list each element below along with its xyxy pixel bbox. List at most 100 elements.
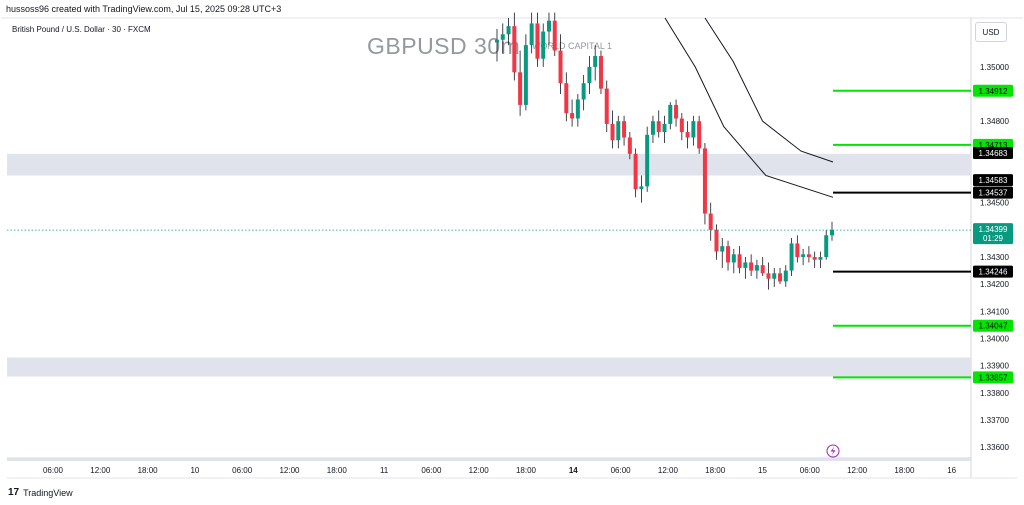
- level-tag-6: [973, 319, 1013, 332]
- candle-body: [818, 257, 823, 260]
- level-label-1: 1.34713: [979, 141, 1008, 150]
- tradingview-logo-icon: 17: [8, 487, 20, 498]
- candle-body: [518, 72, 523, 105]
- level-label-6: 1.34047: [979, 322, 1008, 331]
- candle-body: [622, 121, 627, 138]
- zones-layer: [7, 153, 971, 377]
- candle-body: [523, 45, 528, 105]
- currency-button[interactable]: USD: [975, 22, 1007, 42]
- level-tag-4: [973, 186, 1013, 199]
- price-axis: 1.35000 1.34800 1.34500 1.34300 1.34200 1.341…: [980, 63, 1009, 452]
- chart-header-text: hussoss96 created with TradingView.com, …: [6, 4, 282, 14]
- candle-body: [564, 83, 569, 114]
- price-tick-1: 1.34800: [980, 117, 1009, 126]
- candle-body: [587, 66, 592, 84]
- candle-body: [668, 104, 673, 124]
- level-label-5: 1.34246: [979, 268, 1008, 277]
- footer-brand[interactable]: 17 TradingView: [8, 487, 73, 498]
- time-tick-16: 06:00: [800, 466, 821, 475]
- time-tick-18: 18:00: [894, 466, 915, 475]
- candle-body: [558, 50, 563, 84]
- candle-body: [708, 213, 713, 230]
- candle-body: [812, 257, 817, 260]
- candle-body: [702, 148, 707, 214]
- candle-body: [506, 26, 511, 35]
- level-label-0: 1.34912: [979, 87, 1008, 96]
- level-tag-5: [973, 265, 1013, 278]
- candle-body: [691, 121, 696, 138]
- level-label-3: 1.34583: [979, 176, 1008, 185]
- level-tag-0: [973, 84, 1013, 97]
- time-tick-7: 11: [380, 466, 389, 475]
- time-tick-8: 06:00: [421, 466, 442, 475]
- candle-body: [604, 88, 609, 124]
- time-tick-12: 06:00: [611, 466, 632, 475]
- candle-body: [783, 270, 788, 282]
- level-tag-7: [973, 371, 1013, 384]
- candle-body: [541, 31, 546, 59]
- zone-1: [7, 357, 971, 377]
- price-tick-2: 1.34500: [980, 199, 1009, 208]
- candle-body: [610, 123, 615, 141]
- candle-body: [726, 246, 731, 263]
- time-axis: 06:00 12:00 18:00 10 06:00 12:00 18:00 11 06:00 1…: [43, 466, 957, 475]
- candle-body: [674, 104, 679, 119]
- candles-layer: [495, 12, 834, 290]
- zone-0: [7, 153, 971, 176]
- candle-body: [627, 137, 632, 154]
- candle-body: [685, 132, 690, 138]
- candle-body: [714, 229, 719, 252]
- candle-body: [616, 121, 621, 141]
- price-tick-3: 1.34300: [980, 253, 1009, 262]
- candle-body: [650, 121, 655, 135]
- level-tag-2: [973, 146, 1013, 159]
- watermark-author: WORLD CAPITAL 1: [532, 41, 613, 51]
- price-tick-0: 1.35000: [980, 63, 1009, 72]
- candle-body: [789, 243, 794, 271]
- candle-body: [754, 265, 759, 271]
- candle-body: [737, 254, 742, 268]
- candle-body: [778, 273, 783, 282]
- candle-body: [772, 273, 777, 279]
- footer-brand-label: TradingView: [23, 487, 73, 498]
- candle-body: [639, 186, 644, 190]
- candle-body: [593, 56, 598, 67]
- current-price-tag: [973, 223, 1013, 245]
- candle-body: [529, 23, 534, 46]
- time-tick-5: 12:00: [279, 466, 300, 475]
- time-tick-19: 16: [947, 466, 956, 475]
- time-tick-2: 18:00: [138, 466, 159, 475]
- time-tick-13: 12:00: [658, 466, 679, 475]
- level-label-7: 1.33857: [979, 373, 1008, 382]
- scrollbar[interactable]: [7, 458, 971, 461]
- time-tick-1: 12:00: [90, 466, 111, 475]
- level-label-2: 1.34683: [979, 149, 1008, 158]
- candle-body: [749, 262, 754, 271]
- time-tick-17: 12:00: [847, 466, 868, 475]
- time-tick-11: 14: [569, 466, 578, 475]
- time-tick-14: 18:00: [705, 466, 726, 475]
- trend-line-0: [664, 17, 834, 198]
- candle-body: [633, 153, 638, 190]
- candle-body: [575, 99, 580, 119]
- candle-body: [500, 34, 505, 40]
- candle-body: [495, 39, 499, 43]
- candle-body: [731, 254, 736, 263]
- candle-body: [760, 265, 765, 274]
- candle-body: [766, 273, 771, 279]
- price-tick-8: 1.33800: [980, 389, 1009, 398]
- price-tick-4: 1.34200: [980, 280, 1009, 289]
- time-tick-4: 06:00: [232, 466, 253, 475]
- candle-countdown: 01:29: [983, 234, 1004, 243]
- candle-body: [824, 235, 829, 258]
- candle-body: [645, 134, 650, 187]
- candle-body: [830, 229, 834, 236]
- lightning-icon[interactable]: [826, 444, 840, 458]
- level-tag-3: [973, 174, 1013, 187]
- price-tick-5: 1.34100: [980, 307, 1009, 316]
- candle-body: [806, 254, 811, 258]
- time-tick-10: 18:00: [516, 466, 537, 475]
